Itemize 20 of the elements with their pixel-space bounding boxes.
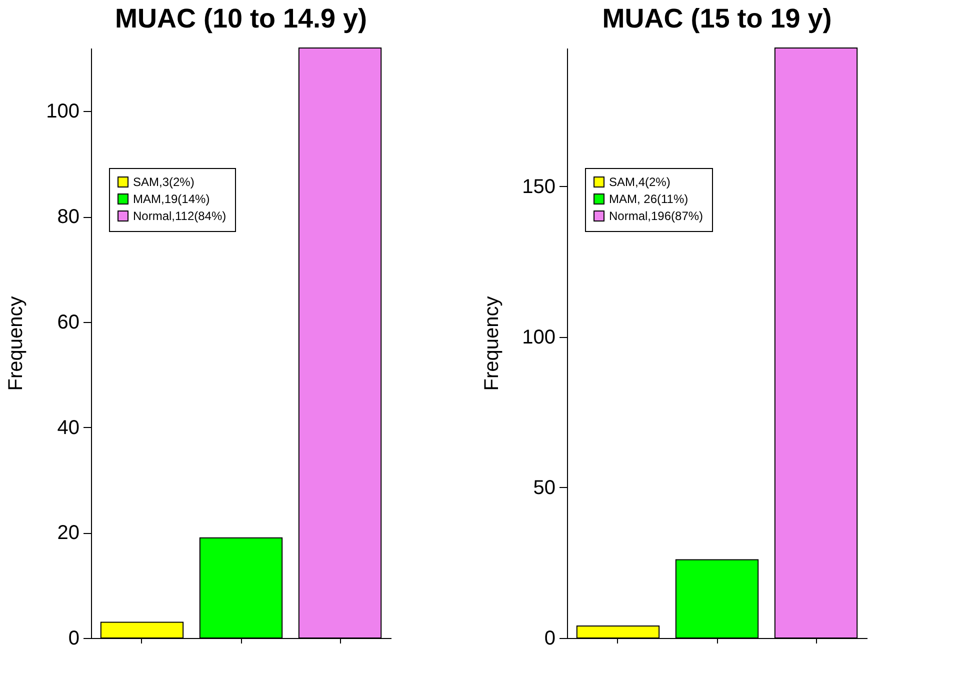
y-tick-label: 40 xyxy=(57,416,80,439)
y-tick-label: 60 xyxy=(57,311,80,334)
legend-label: Normal,196(87%) xyxy=(609,209,704,223)
y-tick-label: 100 xyxy=(522,326,556,348)
y-tick-label: 0 xyxy=(68,628,80,650)
legend-label: MAM,19(14%) xyxy=(133,192,210,206)
chart-title: MUAC (15 to 19 y) xyxy=(602,4,832,34)
y-tick-label: 100 xyxy=(46,100,80,123)
chart-title: MUAC (10 to 14.9 y) xyxy=(114,4,368,34)
y-tick-label: 80 xyxy=(57,206,80,228)
y-tick-label: 150 xyxy=(522,176,556,198)
legend-label: Normal,112(84%) xyxy=(133,209,226,223)
y-tick-label: 50 xyxy=(533,476,556,499)
y-axis-title: Frequency xyxy=(5,296,28,391)
legend-label: SAM,3(2%) xyxy=(133,175,194,189)
y-tick-label: 0 xyxy=(544,628,556,650)
legend-label: MAM, 26(11%) xyxy=(609,192,688,206)
y-tick-label: 20 xyxy=(57,522,80,544)
y-axis-title: Frequency xyxy=(481,296,504,391)
legend-label: SAM,4(2%) xyxy=(609,175,670,189)
